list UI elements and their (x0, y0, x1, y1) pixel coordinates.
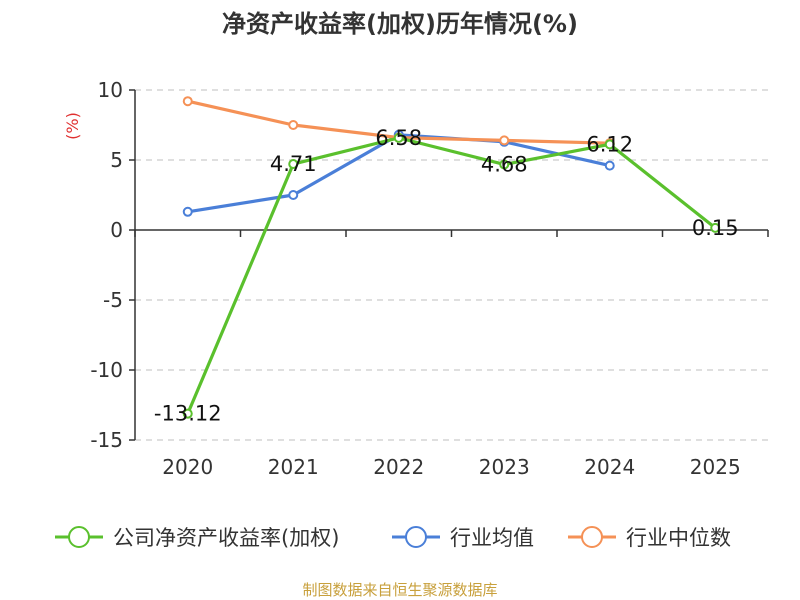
data-label: 0.15 (692, 216, 739, 240)
x-tick-label: 2022 (373, 455, 424, 479)
data-point (710, 222, 721, 233)
data-point (499, 135, 510, 146)
y-tick-label: -5 (103, 288, 123, 312)
data-point (288, 190, 299, 200)
y-tick-label: -10 (90, 358, 123, 382)
legend-item: 公司净资产收益率(加权) (55, 526, 339, 550)
data-point (604, 139, 615, 150)
legend-marker (405, 526, 427, 548)
legend-marker (581, 526, 603, 548)
data-labels: -13.12 4.71 6.58 4.68 6.12 0.15 (154, 126, 739, 426)
series-line (186, 136, 717, 415)
legend: 公司净资产收益率(加权) 行业均值 行业中位数 (55, 526, 731, 550)
source-caption: 制图数据来自恒生聚源数据库 (302, 581, 497, 599)
legend-label: 行业均值 (450, 526, 534, 550)
y-axis-label: (%) (63, 112, 82, 140)
chart-title: 净资产收益率(加权)历年情况(%) (222, 10, 578, 38)
y-tick-label: 10 (98, 78, 123, 102)
y-tick-label: -15 (90, 428, 123, 452)
data-label: 6.58 (375, 126, 422, 150)
x-tick-label: 2020 (162, 455, 213, 479)
legend-label: 公司净资产收益率(加权) (113, 526, 339, 550)
data-label: 4.68 (481, 152, 528, 176)
series-lines (182, 96, 721, 419)
data-point (499, 159, 510, 170)
legend-label: 行业中位数 (626, 526, 731, 550)
data-point (393, 132, 404, 143)
data-point (182, 206, 193, 217)
series-0 (182, 132, 721, 419)
y-tick-label: 5 (110, 148, 123, 172)
x-tick-label: 2024 (584, 455, 635, 479)
data-point (182, 408, 193, 419)
grid-lines (135, 89, 768, 441)
legend-marker (68, 526, 90, 548)
y-tick-label: 0 (110, 218, 123, 242)
data-label: -13.12 (154, 402, 222, 426)
legend-item: 行业均值 (392, 526, 534, 550)
data-label: 4.71 (270, 152, 317, 176)
data-point (604, 160, 615, 171)
data-point (288, 120, 299, 130)
axes: 10 5 0 -5 -10 -15 2020 2021 2022 2023 2024 2025 (90, 78, 769, 479)
data-point (182, 96, 193, 107)
x-tick-label: 2021 (268, 455, 319, 479)
x-tick-label: 2025 (690, 455, 741, 479)
x-tick-label: 2023 (479, 455, 530, 479)
data-label: 6.12 (586, 132, 633, 156)
data-point (288, 159, 299, 170)
legend-item: 行业中位数 (568, 526, 731, 550)
